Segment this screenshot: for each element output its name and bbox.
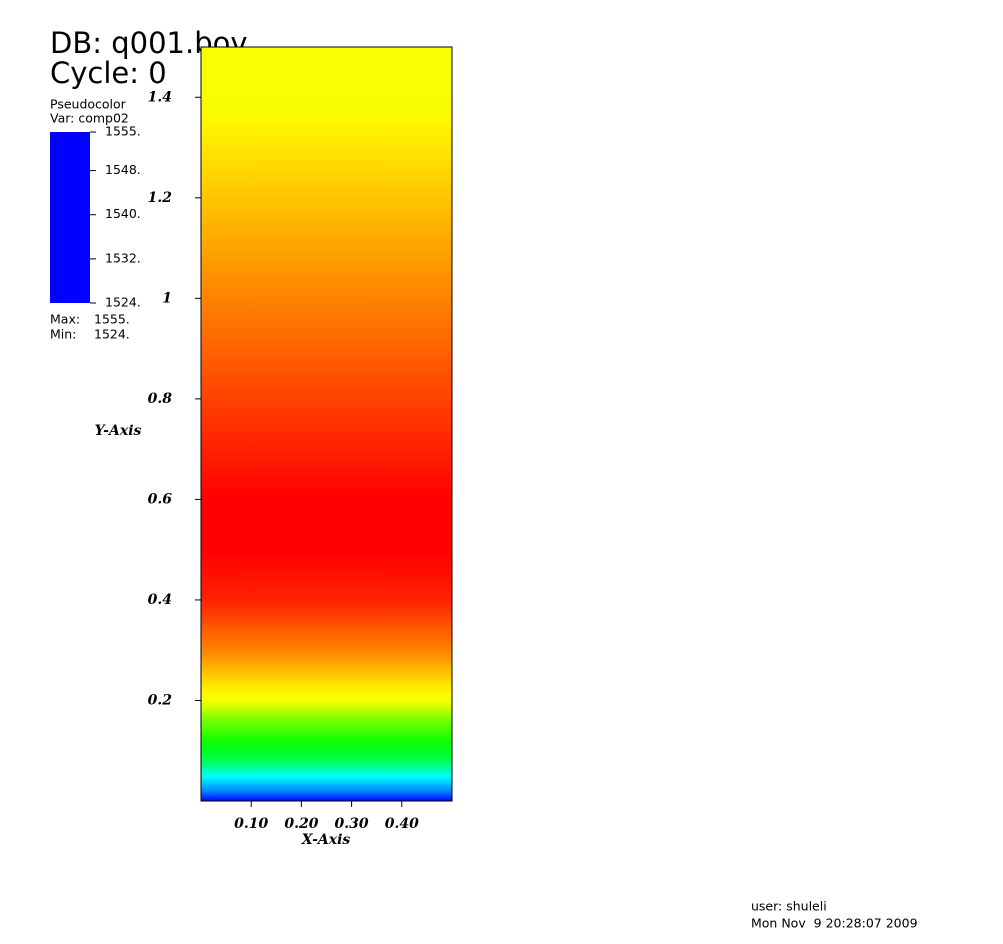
y-axis-label: Y-Axis [95,423,142,439]
field-band [201,730,452,752]
y-tick-label: 0.6 [148,491,173,507]
x-tick-label: 0.10 [234,816,268,832]
field-band [201,323,452,375]
chart-subtitle: Cycle: 0 [50,56,167,90]
field-band [201,172,452,224]
field-band [201,273,452,324]
field-band [201,667,452,694]
field-band [201,222,452,274]
colorbar-tick-label: 1555. [105,124,141,139]
y-tick-label: 1.2 [148,190,173,206]
field-band [201,795,452,802]
y-tick-label: 0.8 [148,391,173,407]
legend-max: 1555. [94,312,130,327]
colorbar-tick-label: 1540. [105,206,141,221]
legend-min: 1524. [94,327,130,342]
field-band [201,574,452,626]
field-band [201,122,452,174]
colorbar [50,132,90,303]
plot-frame [200,46,453,802]
field-band [201,524,452,576]
field-band [201,768,452,784]
y-tick-label: 1 [162,290,172,306]
field-band [201,72,452,123]
colorbar-tick-label: 1524. [105,295,141,310]
field-band [201,750,452,769]
field-band [201,625,452,669]
field-band [201,692,452,712]
legend-var: Var: comp02 [50,111,129,126]
x-tick-label: 0.20 [284,816,318,832]
user: user: shuleli [751,899,827,914]
y-tick-label: 0.2 [148,692,173,708]
y-tick-label: 0.4 [148,592,172,608]
x-tick-label: 0.40 [385,816,419,832]
field-band [201,710,452,732]
colorbar-tick-label: 1532. [105,250,141,265]
legend-max-label: Max: [50,312,80,327]
field-band [201,474,452,526]
field-band [201,373,452,425]
field-band [201,424,452,475]
y-tick-label: 1.4 [148,89,172,105]
colorbar-tick-label: 1548. [105,162,141,177]
field-band [201,783,452,797]
x-axis-label: X-Axis [301,832,351,848]
date: Mon Nov 9 20:28:07 2009 [751,916,918,931]
x-tick-label: 0.30 [335,816,369,832]
field-band [201,47,452,73]
legend-min-label: Min: [50,327,76,342]
legend-plot: Pseudocolor [50,97,127,112]
